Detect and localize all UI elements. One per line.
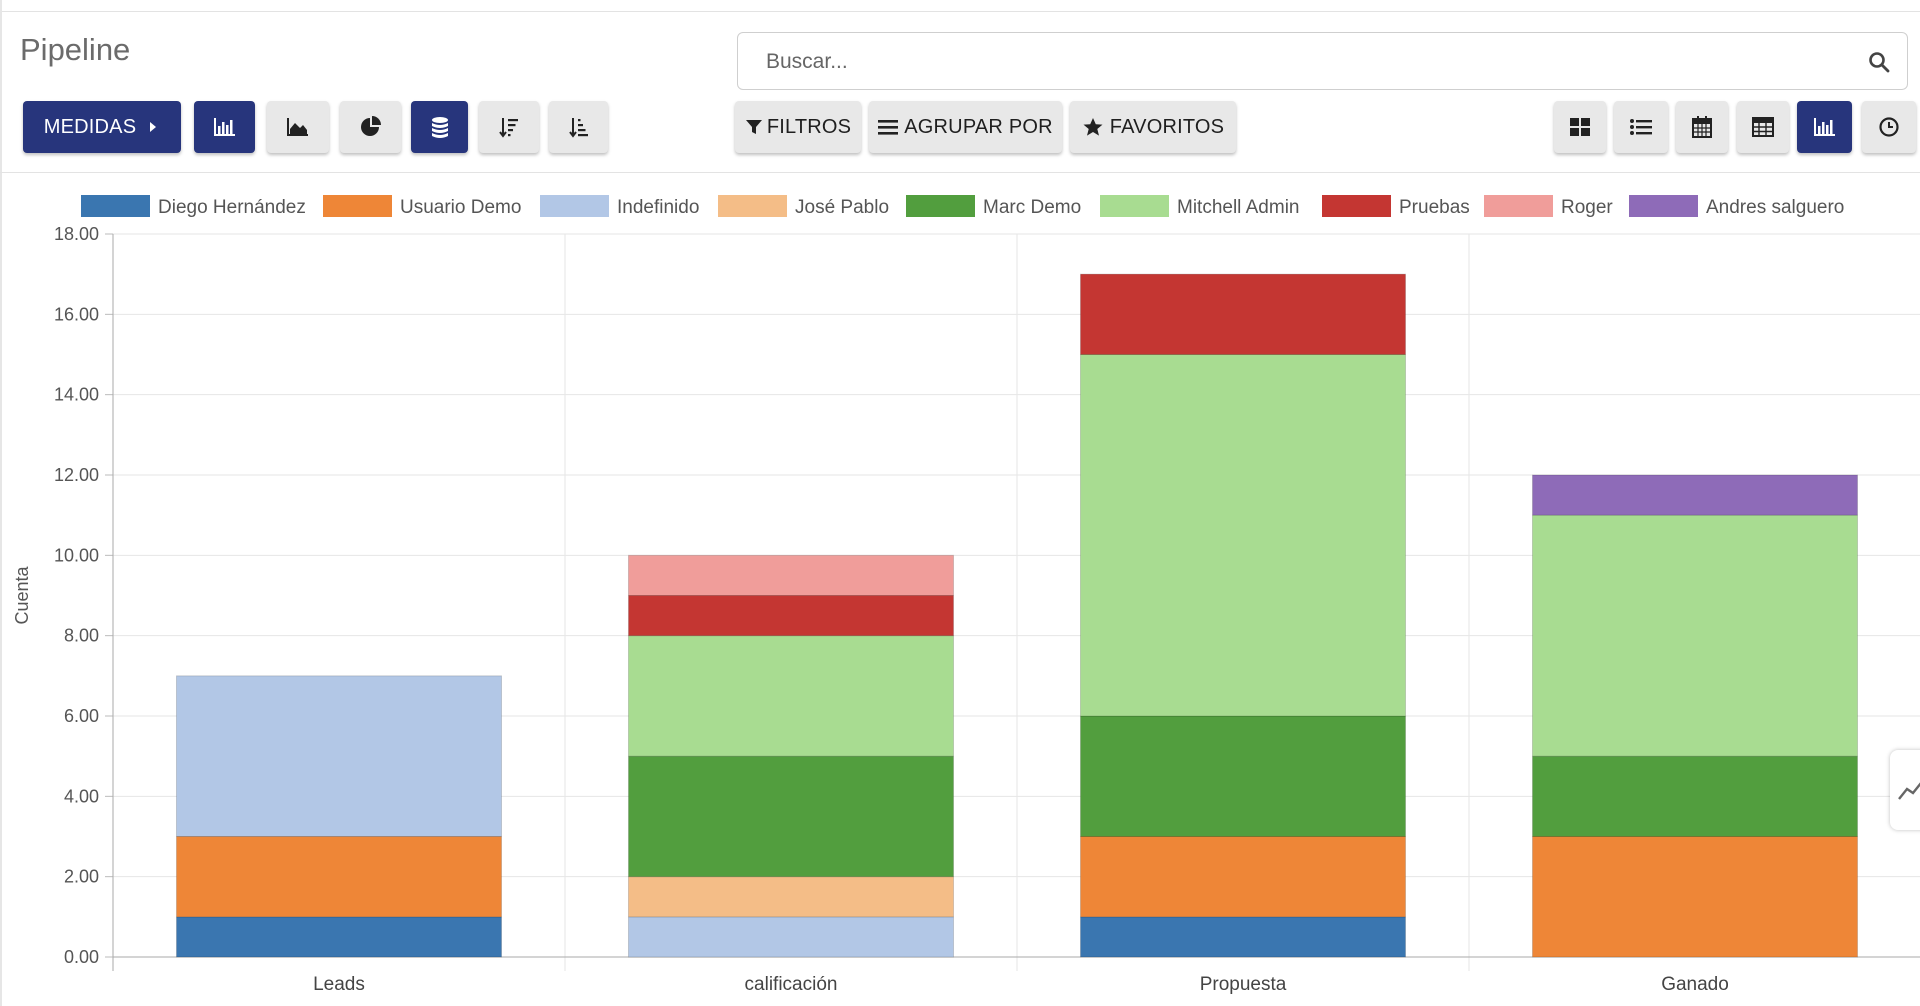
bar-segment[interactable] xyxy=(628,755,954,878)
legend-swatch xyxy=(540,195,609,217)
filters-label: FILTROS xyxy=(766,115,852,138)
chart-area: Diego Hernández Usuario Demo Indefinido Jos… xyxy=(0,180,1920,1006)
bar-segment[interactable] xyxy=(176,916,502,958)
y-tick-label: 2.00 xyxy=(64,867,99,887)
search-icon[interactable] xyxy=(1867,50,1891,74)
x-tick-label: calificación xyxy=(745,974,838,995)
search-box[interactable] xyxy=(737,32,1908,91)
bar-chart-button[interactable] xyxy=(194,101,255,153)
pie-chart-icon xyxy=(360,116,381,136)
legend-label: José Pablo xyxy=(795,197,889,218)
bar-segment[interactable] xyxy=(1080,354,1406,717)
x-tick-label: Ganado xyxy=(1661,974,1729,995)
legend-label: Marc Demo xyxy=(983,197,1081,218)
y-axis-label: Cuenta xyxy=(12,565,32,624)
y-tick-label: 14.00 xyxy=(54,385,99,405)
bar-segment[interactable] xyxy=(628,876,954,918)
legend-swatch xyxy=(81,195,150,217)
y-tick-label: 8.00 xyxy=(64,626,99,646)
y-tick-label: 12.00 xyxy=(54,465,99,485)
bars-icon xyxy=(878,120,899,135)
bar-segment[interactable] xyxy=(1532,514,1858,757)
calendar-view-button[interactable] xyxy=(1676,101,1728,153)
y-tick-label: 10.00 xyxy=(54,545,99,565)
favorites-button[interactable]: FAVORITOS xyxy=(1070,101,1236,153)
legend-label: Pruebas xyxy=(1399,197,1470,218)
graph-view-button[interactable] xyxy=(1797,101,1852,153)
y-tick-label: 0.00 xyxy=(64,947,99,967)
pivot-view-button[interactable] xyxy=(1737,101,1789,153)
legend-swatch xyxy=(1322,195,1391,217)
legend-swatch xyxy=(1100,195,1169,217)
bar-segment[interactable] xyxy=(628,595,954,637)
legend-label: Andres salguero xyxy=(1706,197,1844,218)
legend-label: Roger xyxy=(1561,197,1613,218)
bar-segment[interactable] xyxy=(628,916,954,958)
legend-label: Usuario Demo xyxy=(400,197,521,218)
legend-swatch xyxy=(323,195,392,217)
chart-toggle-icon xyxy=(1898,782,1920,800)
bar-segment[interactable] xyxy=(1080,836,1406,918)
top-border xyxy=(0,11,1920,12)
area-chart-icon xyxy=(287,118,308,136)
left-border xyxy=(0,0,2,1006)
bar-segment[interactable] xyxy=(1532,836,1858,958)
caret-right-icon xyxy=(150,122,157,132)
measures-label: MEDIDAS xyxy=(43,115,137,138)
list-icon xyxy=(1630,119,1652,135)
star-icon xyxy=(1083,118,1103,136)
stack-icon xyxy=(431,117,448,138)
measures-button[interactable]: MEDIDAS xyxy=(23,101,181,153)
bar-segment[interactable] xyxy=(176,836,502,918)
bar-segment[interactable] xyxy=(628,554,954,597)
activity-clock-icon xyxy=(1879,117,1899,137)
group-by-button[interactable]: AGRUPAR POR xyxy=(869,101,1062,153)
calendar-icon xyxy=(1692,116,1712,138)
filters-button[interactable]: FILTROS xyxy=(735,101,861,153)
area-chart-button[interactable] xyxy=(267,101,329,153)
bar-segment[interactable] xyxy=(1080,273,1406,355)
pivot-icon xyxy=(1752,117,1774,137)
kanban-icon xyxy=(1570,118,1590,136)
search-input[interactable] xyxy=(764,33,1848,91)
bar-segment[interactable] xyxy=(1080,916,1406,958)
legend-label: Mitchell Admin xyxy=(1177,197,1300,218)
sort-ascending-button[interactable] xyxy=(549,101,608,153)
y-tick-label: 16.00 xyxy=(54,304,99,324)
sort-descending-button[interactable] xyxy=(479,101,539,153)
bar-segment[interactable] xyxy=(628,635,954,757)
x-tick-label: Leads xyxy=(313,974,365,995)
pie-chart-button[interactable] xyxy=(340,101,401,153)
bar-segment[interactable] xyxy=(1080,715,1406,837)
y-tick-label: 18.00 xyxy=(54,224,99,244)
toolbar-divider xyxy=(0,172,1920,173)
filter-icon xyxy=(745,120,762,134)
y-tick-label: 6.00 xyxy=(64,706,99,726)
bar-segment[interactable] xyxy=(1532,755,1858,838)
favorites-label: FAVORITOS xyxy=(1109,115,1225,138)
group-by-label: AGRUPAR POR xyxy=(904,115,1053,138)
activity-view-button[interactable] xyxy=(1862,101,1916,153)
legend-swatch xyxy=(906,195,975,217)
legend-swatch xyxy=(1629,195,1698,217)
kanban-view-button[interactable] xyxy=(1554,101,1606,153)
sort-asc-icon xyxy=(568,118,588,138)
stacked-bar-chart: Diego Hernández Usuario Demo Indefinido Jos… xyxy=(12,195,1920,995)
list-view-button[interactable] xyxy=(1614,101,1668,153)
legend-label: Indefinido xyxy=(617,197,699,218)
x-tick-label: Propuesta xyxy=(1200,974,1287,995)
bar-segment[interactable] xyxy=(176,675,502,838)
y-tick-label: 4.00 xyxy=(64,786,99,806)
stacked-button[interactable] xyxy=(411,101,468,153)
sort-desc-icon xyxy=(499,118,518,138)
legend-swatch xyxy=(718,195,787,217)
page-title: Pipeline xyxy=(20,32,131,67)
legend-label: Diego Hernández xyxy=(158,197,306,218)
bar-segment[interactable] xyxy=(1532,474,1858,516)
graph-icon xyxy=(1813,118,1835,136)
legend-swatch xyxy=(1484,195,1553,217)
side-panel-tab[interactable] xyxy=(1890,750,1920,830)
bar-chart-icon xyxy=(213,118,235,136)
